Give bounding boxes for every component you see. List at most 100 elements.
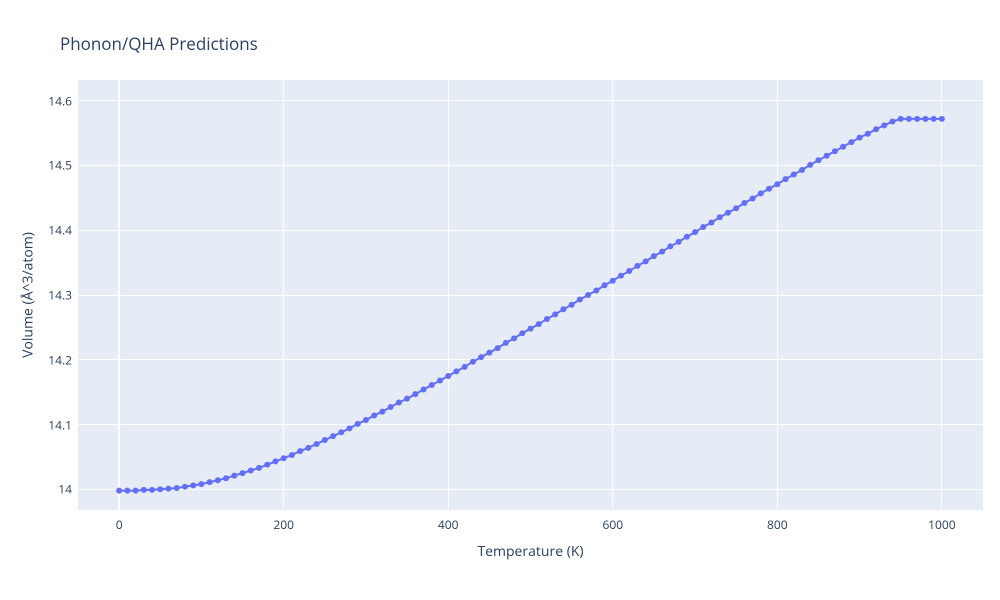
data-marker[interactable]: [898, 116, 904, 122]
data-series-layer[interactable]: [78, 80, 983, 510]
data-marker[interactable]: [857, 135, 863, 141]
data-marker[interactable]: [133, 488, 139, 494]
data-marker[interactable]: [379, 409, 385, 415]
data-marker[interactable]: [338, 429, 344, 435]
data-marker[interactable]: [470, 359, 476, 365]
data-marker[interactable]: [766, 186, 772, 192]
data-marker[interactable]: [495, 345, 501, 351]
data-marker[interactable]: [182, 484, 188, 490]
data-marker[interactable]: [815, 157, 821, 163]
data-marker[interactable]: [824, 153, 830, 159]
data-marker[interactable]: [190, 482, 196, 488]
data-marker[interactable]: [791, 172, 797, 178]
data-marker[interactable]: [503, 340, 509, 346]
data-marker[interactable]: [240, 470, 246, 476]
data-marker[interactable]: [437, 377, 443, 383]
data-marker[interactable]: [231, 473, 237, 479]
data-marker[interactable]: [355, 421, 361, 427]
data-marker[interactable]: [207, 479, 213, 485]
data-marker[interactable]: [676, 239, 682, 245]
data-marker[interactable]: [478, 354, 484, 360]
data-marker[interactable]: [840, 144, 846, 150]
data-marker[interactable]: [149, 487, 155, 493]
data-marker[interactable]: [330, 433, 336, 439]
data-marker[interactable]: [610, 278, 616, 284]
data-marker[interactable]: [116, 488, 122, 494]
data-marker[interactable]: [634, 263, 640, 269]
data-marker[interactable]: [322, 437, 328, 443]
data-marker[interactable]: [700, 224, 706, 230]
data-marker[interactable]: [560, 306, 566, 312]
data-marker[interactable]: [890, 118, 896, 124]
data-marker[interactable]: [174, 485, 180, 491]
data-marker[interactable]: [659, 249, 665, 255]
data-marker[interactable]: [297, 448, 303, 454]
data-marker[interactable]: [939, 116, 945, 122]
data-marker[interactable]: [544, 316, 550, 322]
data-line[interactable]: [119, 119, 942, 491]
data-marker[interactable]: [272, 458, 278, 464]
data-marker[interactable]: [922, 116, 928, 122]
data-marker[interactable]: [198, 481, 204, 487]
data-marker[interactable]: [511, 335, 517, 341]
data-marker[interactable]: [593, 287, 599, 293]
data-marker[interactable]: [223, 475, 229, 481]
data-marker[interactable]: [371, 412, 377, 418]
data-marker[interactable]: [462, 364, 468, 370]
data-marker[interactable]: [412, 391, 418, 397]
data-marker[interactable]: [305, 445, 311, 451]
data-marker[interactable]: [667, 243, 673, 249]
data-marker[interactable]: [289, 452, 295, 458]
data-marker[interactable]: [750, 196, 756, 202]
data-marker[interactable]: [388, 404, 394, 410]
data-marker[interactable]: [931, 116, 937, 122]
data-marker[interactable]: [157, 486, 163, 492]
data-marker[interactable]: [618, 273, 624, 279]
data-marker[interactable]: [429, 382, 435, 388]
data-marker[interactable]: [733, 205, 739, 211]
data-marker[interactable]: [281, 455, 287, 461]
data-marker[interactable]: [881, 122, 887, 128]
data-marker[interactable]: [363, 417, 369, 423]
data-marker[interactable]: [421, 387, 427, 393]
data-marker[interactable]: [865, 131, 871, 137]
data-marker[interactable]: [445, 373, 451, 379]
data-marker[interactable]: [783, 176, 789, 182]
data-marker[interactable]: [347, 425, 353, 431]
data-marker[interactable]: [709, 219, 715, 225]
data-marker[interactable]: [577, 297, 583, 303]
data-marker[interactable]: [807, 162, 813, 168]
data-marker[interactable]: [552, 311, 558, 317]
data-marker[interactable]: [528, 326, 534, 332]
data-marker[interactable]: [602, 282, 608, 288]
data-marker[interactable]: [519, 330, 525, 336]
data-marker[interactable]: [774, 181, 780, 187]
data-marker[interactable]: [832, 148, 838, 154]
data-marker[interactable]: [643, 258, 649, 264]
data-marker[interactable]: [404, 396, 410, 402]
data-marker[interactable]: [914, 116, 920, 122]
data-marker[interactable]: [256, 465, 262, 471]
data-marker[interactable]: [124, 488, 130, 494]
data-marker[interactable]: [741, 200, 747, 206]
data-marker[interactable]: [536, 321, 542, 327]
data-marker[interactable]: [799, 167, 805, 173]
data-marker[interactable]: [848, 139, 854, 145]
data-marker[interactable]: [569, 302, 575, 308]
data-marker[interactable]: [453, 368, 459, 374]
data-marker[interactable]: [684, 234, 690, 240]
data-marker[interactable]: [906, 116, 912, 122]
data-marker[interactable]: [758, 190, 764, 196]
data-marker[interactable]: [166, 486, 172, 492]
data-marker[interactable]: [486, 350, 492, 356]
data-marker[interactable]: [651, 253, 657, 259]
data-marker[interactable]: [725, 210, 731, 216]
data-marker[interactable]: [873, 126, 879, 132]
data-marker[interactable]: [626, 268, 632, 274]
data-marker[interactable]: [264, 462, 270, 468]
data-marker[interactable]: [717, 214, 723, 220]
data-marker[interactable]: [396, 400, 402, 406]
data-marker[interactable]: [692, 229, 698, 235]
data-marker[interactable]: [141, 487, 147, 493]
data-marker[interactable]: [314, 441, 320, 447]
